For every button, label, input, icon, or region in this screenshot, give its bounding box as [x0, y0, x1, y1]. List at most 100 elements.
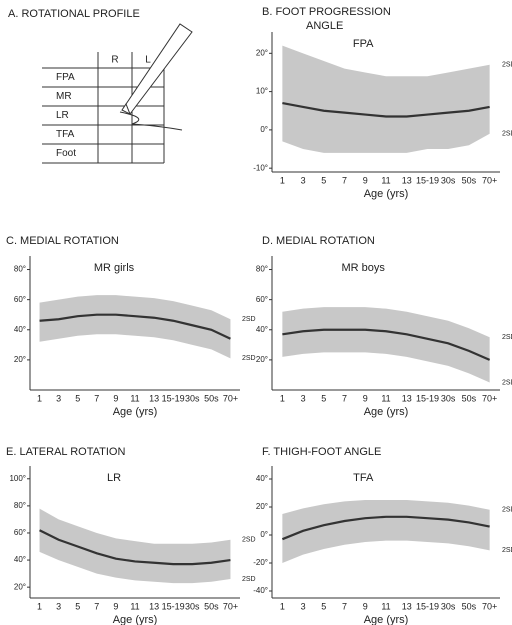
x-tick-label: 9	[113, 393, 118, 403]
x-tick-label: 15-19	[416, 175, 439, 185]
y-tick-label: 40°	[14, 325, 26, 334]
x-tick-label: 5	[321, 393, 326, 403]
x-tick-label: 1	[280, 175, 285, 185]
band-label: 2SD	[502, 62, 512, 69]
y-tick-label: 20°	[256, 355, 268, 364]
x-axis-label: Age (yrs)	[113, 614, 158, 625]
x-tick-label: 13	[402, 393, 412, 403]
panel-label: MR girls	[94, 262, 135, 274]
x-tick-label: 3	[301, 601, 306, 611]
y-tick-label: 0°	[260, 530, 268, 539]
y-tick-label: 20°	[256, 48, 268, 57]
x-tick-label: 13	[149, 601, 159, 611]
x-tick-label: 13	[402, 175, 412, 185]
y-tick-label: 80°	[14, 501, 26, 510]
x-axis-label: Age (yrs)	[364, 406, 409, 418]
panel-title: A. ROTATIONAL PROFILE	[8, 8, 140, 20]
band-label: 2SD	[502, 379, 512, 386]
x-tick-label: 1	[280, 601, 285, 611]
panel-title: F. THIGH-FOOT ANGLE	[262, 446, 381, 458]
x-tick-label: 11	[381, 601, 390, 611]
x-tick-label: 1	[37, 601, 42, 611]
column-header: R	[111, 55, 118, 66]
x-tick-label: 9	[363, 601, 368, 611]
y-tick-label: 40°	[256, 474, 268, 483]
panel-title: B. FOOT PROGRESSION	[262, 6, 391, 18]
x-tick-label: 50s	[204, 393, 219, 403]
x-tick-label: 5	[75, 601, 80, 611]
x-tick-label: 5	[321, 175, 326, 185]
x-tick-label: 15-19	[416, 601, 439, 611]
x-tick-label: 3	[56, 393, 61, 403]
x-tick-label: 9	[363, 175, 368, 185]
x-tick-label: 3	[56, 601, 61, 611]
x-tick-label: 30s	[185, 393, 200, 403]
x-tick-label: 70+	[223, 393, 238, 403]
y-tick-label: 80°	[14, 265, 26, 274]
panel-label: MR boys	[341, 262, 385, 274]
column-header: L	[145, 55, 151, 66]
row-label: FPA	[56, 72, 75, 83]
band-label: 2SD	[242, 355, 256, 362]
x-tick-label: 70+	[482, 393, 497, 403]
x-tick-label: 50s	[462, 601, 477, 611]
x-tick-label: 7	[342, 175, 347, 185]
x-tick-label: 9	[363, 393, 368, 403]
x-tick-label: 15-19	[162, 601, 185, 611]
y-tick-label: 60°	[256, 295, 268, 304]
x-tick-label: 70+	[223, 601, 238, 611]
x-tick-label: 50s	[462, 393, 477, 403]
x-tick-label: 7	[94, 393, 99, 403]
x-tick-label: 11	[381, 175, 390, 185]
y-tick-label: 40°	[256, 325, 268, 334]
x-tick-label: 11	[130, 393, 139, 403]
x-tick-label: 50s	[462, 175, 477, 185]
x-axis-label: Age (yrs)	[364, 614, 409, 625]
row-label: TFA	[56, 129, 75, 140]
panel-label: FPA	[353, 38, 374, 50]
x-tick-label: 7	[94, 601, 99, 611]
x-tick-label: 30s	[441, 601, 456, 611]
x-tick-label: 3	[301, 393, 306, 403]
x-tick-label: 30s	[441, 393, 456, 403]
x-tick-label: 7	[342, 601, 347, 611]
x-tick-label: 50s	[204, 601, 219, 611]
y-tick-label: 100°	[9, 474, 26, 483]
y-tick-label: -40°	[253, 586, 268, 595]
x-tick-label: 13	[402, 601, 412, 611]
panel-title: E. LATERAL ROTATION	[6, 446, 125, 458]
panel-title: D. MEDIAL ROTATION	[262, 235, 375, 247]
x-axis-label: Age (yrs)	[364, 188, 409, 200]
x-tick-label: 3	[301, 175, 306, 185]
y-tick-label: 20°	[14, 355, 26, 364]
x-tick-label: 11	[381, 393, 390, 403]
x-tick-label: 15-19	[416, 393, 439, 403]
y-tick-label: -20°	[253, 558, 268, 567]
panel-title: ANGLE	[306, 20, 343, 32]
x-tick-label: 70+	[482, 601, 497, 611]
y-tick-label: -10°	[253, 163, 268, 172]
band-label: 2SD	[502, 547, 512, 554]
band-label: 2SD	[242, 316, 256, 323]
y-tick-label: 80°	[256, 265, 268, 274]
band-label: 2SD	[502, 334, 512, 341]
x-tick-label: 30s	[441, 175, 456, 185]
band-label: 2SD	[242, 576, 256, 583]
y-tick-label: 40°	[14, 555, 26, 564]
band-label: 2SD	[502, 131, 512, 138]
x-tick-label: 1	[37, 393, 42, 403]
row-label: MR	[56, 91, 72, 102]
y-tick-label: 20°	[256, 502, 268, 511]
x-tick-label: 70+	[482, 175, 497, 185]
x-tick-label: 13	[149, 393, 159, 403]
band-label: 2SD	[242, 537, 256, 544]
x-tick-label: 5	[321, 601, 326, 611]
x-tick-label: 7	[342, 393, 347, 403]
panel-label: TFA	[353, 472, 374, 484]
y-tick-label: 10°	[256, 87, 268, 96]
y-tick-label: 20°	[14, 582, 26, 591]
x-tick-label: 30s	[185, 601, 200, 611]
y-tick-label: 60°	[14, 295, 26, 304]
x-tick-label: 11	[130, 601, 139, 611]
panel-label: LR	[107, 472, 121, 484]
